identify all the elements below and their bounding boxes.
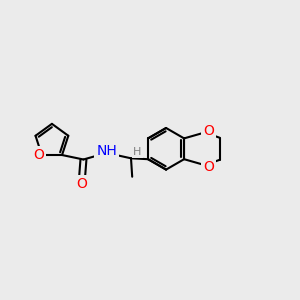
Text: O: O — [203, 160, 214, 174]
Text: O: O — [203, 124, 214, 138]
Text: O: O — [33, 148, 44, 162]
Text: NH: NH — [96, 145, 117, 158]
Text: O: O — [76, 177, 87, 191]
Text: H: H — [134, 147, 142, 157]
